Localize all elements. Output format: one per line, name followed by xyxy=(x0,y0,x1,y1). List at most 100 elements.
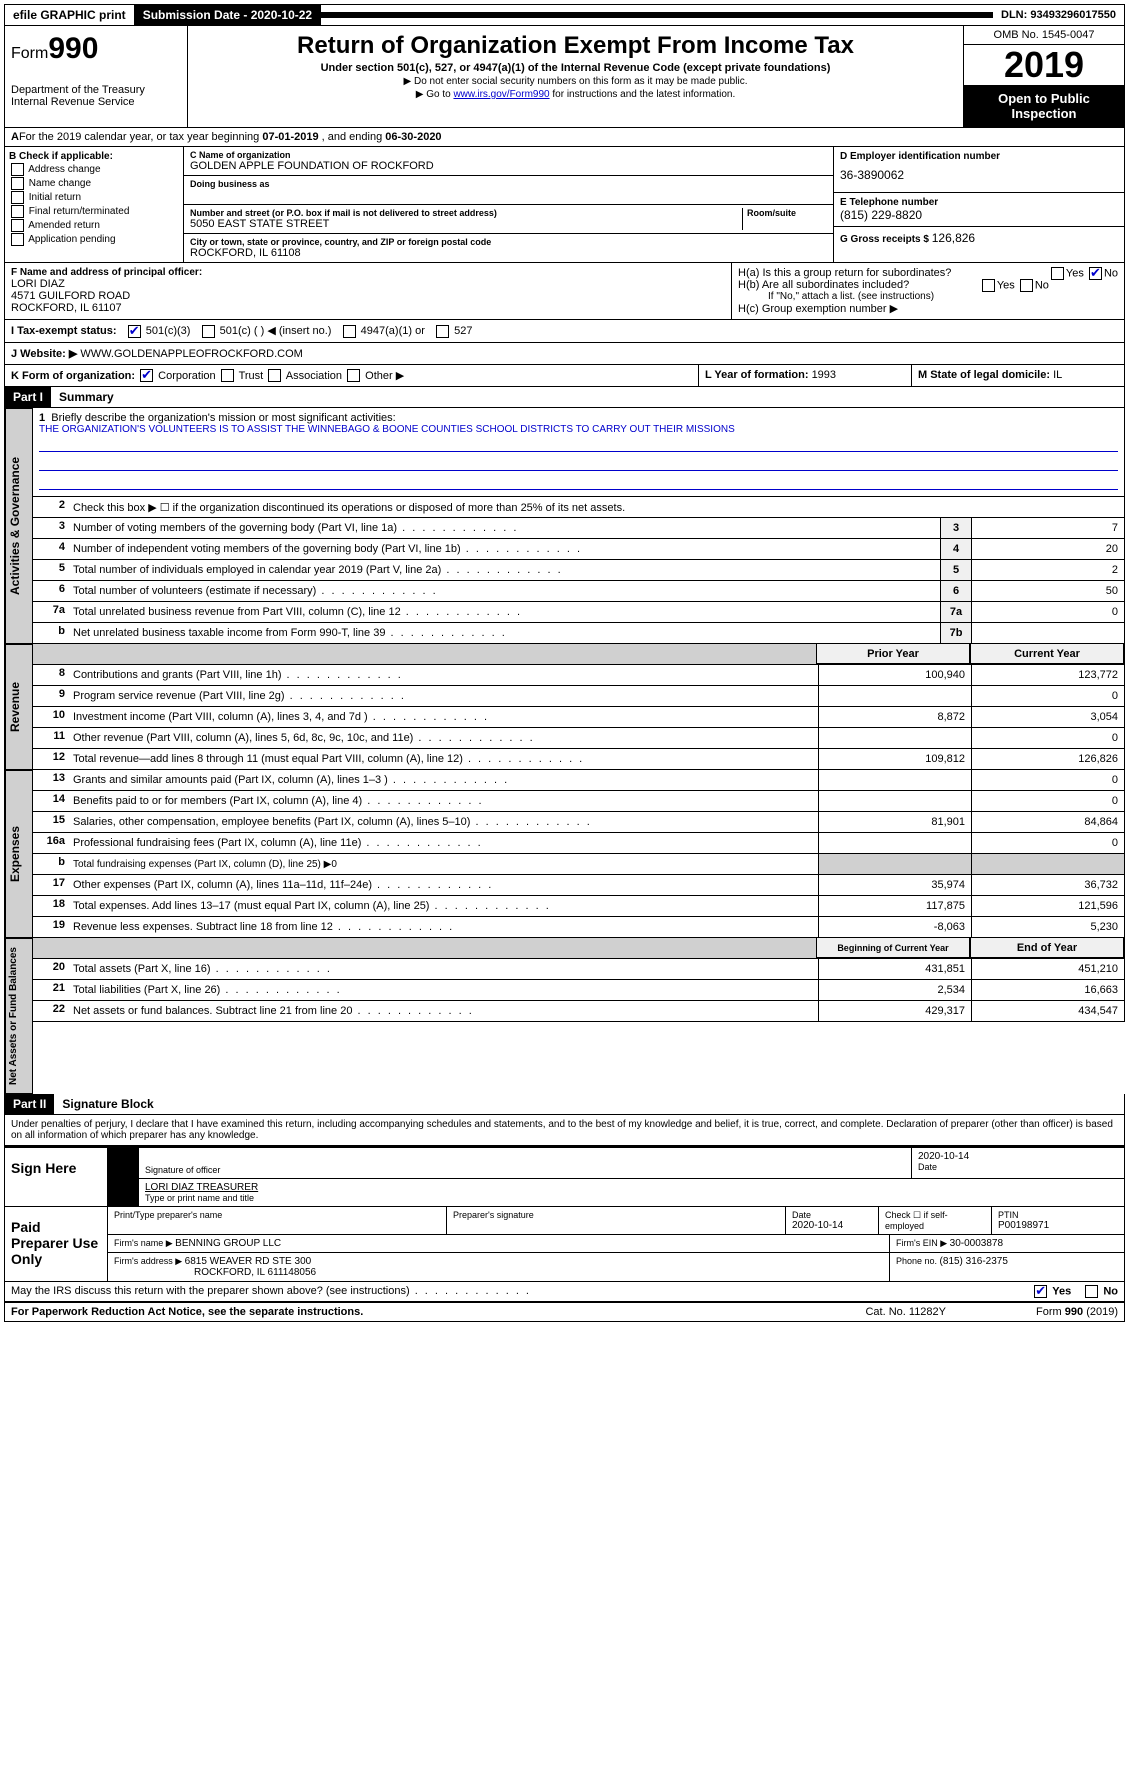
col-b-checkboxes: B Check if applicable: Address change Na… xyxy=(5,147,184,262)
cat-no: Cat. No. 11282Y xyxy=(859,1303,952,1321)
section-bcd: B Check if applicable: Address change Na… xyxy=(4,147,1125,263)
line-3: 3 Number of voting members of the govern… xyxy=(33,518,1125,539)
omb-number: OMB No. 1545-0047 xyxy=(964,26,1124,45)
paid-prep-label: Paid Preparer Use Only xyxy=(5,1207,108,1281)
discuss-no[interactable]: No xyxy=(1077,1282,1124,1301)
dln: DLN: 93493296017550 xyxy=(993,6,1124,24)
page-footer: For Paperwork Reduction Act Notice, see … xyxy=(4,1302,1125,1322)
sign-here-block: Sign Here Signature of officer 2020-10-1… xyxy=(4,1146,1125,1207)
header-left: Form990 Department of the Treasury Inter… xyxy=(5,26,188,127)
h-b: H(b) Are all subordinates included? Yes … xyxy=(738,279,1118,291)
revenue-header-row: Prior Year Current Year xyxy=(33,644,1125,665)
line-18: 18 Total expenses. Add lines 13–17 (must… xyxy=(33,896,1125,917)
discuss-yes[interactable]: Yes xyxy=(1026,1282,1077,1301)
cb-name-change[interactable]: Name change xyxy=(9,177,179,190)
part2-badge: Part II xyxy=(5,1094,54,1114)
officer-name: LORI DIAZ TREASURER Type or print name a… xyxy=(139,1179,1124,1206)
row-j-website: J Website: ▶ WWW.GOLDENAPPLEOFROCKFORD.C… xyxy=(4,343,1125,365)
line-6: 6 Total number of volunteers (estimate i… xyxy=(33,581,1125,602)
col-c-org-info: C Name of organization GOLDEN APPLE FOUN… xyxy=(184,147,834,262)
spacer xyxy=(321,12,993,18)
net-header-row: Beginning of Current Year End of Year xyxy=(33,938,1125,959)
firm-ein: Firm's EIN ▶ 30-0003878 xyxy=(890,1235,1124,1252)
ein-cell: D Employer identification number 36-3890… xyxy=(834,147,1124,193)
form-990-label: Form990 xyxy=(11,32,181,66)
perjury-declaration: Under penalties of perjury, I declare th… xyxy=(4,1115,1125,1146)
section-revenue: Revenue Prior Year Current Year 8 Contri… xyxy=(4,644,1125,770)
form-subtitle: Under section 501(c), 527, or 4947(a)(1)… xyxy=(196,62,955,74)
org-name-cell: C Name of organization GOLDEN APPLE FOUN… xyxy=(184,147,833,176)
cb-amended-return[interactable]: Amended return xyxy=(9,219,179,232)
header-right: OMB No. 1545-0047 2019 Open to Public In… xyxy=(963,26,1124,127)
line-22: 22 Net assets or fund balances. Subtract… xyxy=(33,1001,1125,1022)
cb-527[interactable] xyxy=(436,325,449,338)
top-bar: efile GRAPHIC print Submission Date - 20… xyxy=(4,4,1125,26)
line-7a: 7a Total unrelated business revenue from… xyxy=(33,602,1125,623)
line-11: 11 Other revenue (Part VIII, column (A),… xyxy=(33,728,1125,749)
sign-here-label: Sign Here xyxy=(5,1148,108,1206)
col-b-title: B Check if applicable: xyxy=(9,151,179,162)
cb-assoc[interactable] xyxy=(268,369,281,382)
cb-final-return[interactable]: Final return/terminated xyxy=(9,205,179,218)
col-k: K Form of organization: Corporation Trus… xyxy=(5,365,699,387)
efile-label[interactable]: efile GRAPHIC print xyxy=(5,5,135,25)
prep-sig[interactable]: Preparer's signature xyxy=(447,1207,786,1234)
firm-name: Firm's name ▶ BENNING GROUP LLC xyxy=(108,1235,890,1252)
prep-name[interactable]: Print/Type preparer's name xyxy=(108,1207,447,1234)
tab-net-assets: Net Assets or Fund Balances xyxy=(5,938,33,1094)
section-governance: Activities & Governance 1 Briefly descri… xyxy=(4,408,1125,644)
cb-other[interactable] xyxy=(347,369,360,382)
irs-link[interactable]: www.irs.gov/Form990 xyxy=(453,89,549,100)
street-cell: Number and street (or P.O. box if mail i… xyxy=(184,205,833,234)
officer-sig[interactable]: Signature of officer xyxy=(139,1148,912,1178)
cb-4947[interactable] xyxy=(343,325,356,338)
sign-date: 2020-10-14 Date xyxy=(912,1148,1124,1178)
cb-trust[interactable] xyxy=(221,369,234,382)
cb-address-change[interactable]: Address change xyxy=(9,163,179,176)
section-net-assets: Net Assets or Fund Balances Beginning of… xyxy=(4,938,1125,1094)
line-1-mission: 1 Briefly describe the organization's mi… xyxy=(33,408,1125,497)
firm-phone: Phone no. (815) 316-2375 xyxy=(890,1253,1124,1281)
line-12: 12 Total revenue—add lines 8 through 11 … xyxy=(33,749,1125,770)
col-f-officer: F Name and address of principal officer:… xyxy=(5,263,732,319)
line-10: 10 Investment income (Part VIII, column … xyxy=(33,707,1125,728)
line-19: 19 Revenue less expenses. Subtract line … xyxy=(33,917,1125,938)
cb-initial-return[interactable]: Initial return xyxy=(9,191,179,204)
dba-cell: Doing business as xyxy=(184,176,833,205)
col-prior-year: Prior Year xyxy=(816,644,970,664)
discuss-question: May the IRS discuss this return with the… xyxy=(5,1282,1026,1301)
paid-preparer-block: Paid Preparer Use Only Print/Type prepar… xyxy=(4,1207,1125,1282)
mission-text: THE ORGANIZATION'S VOLUNTEERS IS TO ASSI… xyxy=(39,424,1118,435)
line-14: 14 Benefits paid to or for members (Part… xyxy=(33,791,1125,812)
cb-501c3[interactable] xyxy=(128,325,141,338)
part1-title: Summary xyxy=(51,387,122,407)
cb-501c[interactable] xyxy=(202,325,215,338)
form-title: Return of Organization Exempt From Incom… xyxy=(196,32,955,60)
irs-label: Internal Revenue Service xyxy=(11,96,181,108)
col-begin-year: Beginning of Current Year xyxy=(816,938,970,958)
form-header: Form990 Department of the Treasury Inter… xyxy=(4,26,1125,128)
section-expenses: Expenses 13 Grants and similar amounts p… xyxy=(4,770,1125,938)
cb-application-pending[interactable]: Application pending xyxy=(9,233,179,246)
col-end-year: End of Year xyxy=(970,938,1124,958)
tab-governance: Activities & Governance xyxy=(5,408,33,644)
line-8: 8 Contributions and grants (Part VIII, l… xyxy=(33,665,1125,686)
line-15: 15 Salaries, other compensation, employe… xyxy=(33,812,1125,833)
line-9: 9 Program service revenue (Part VIII, li… xyxy=(33,686,1125,707)
prep-ptin: PTINP00198971 xyxy=(992,1207,1124,1234)
prep-date: Date2020-10-14 xyxy=(786,1207,879,1234)
cb-corp[interactable] xyxy=(140,369,153,382)
goto-note: ▶ Go to www.irs.gov/Form990 for instruct… xyxy=(196,89,955,100)
part2-title: Signature Block xyxy=(54,1094,161,1114)
line-17: 17 Other expenses (Part IX, column (A), … xyxy=(33,875,1125,896)
open-inspection: Open to Public Inspection xyxy=(964,85,1124,127)
prep-self-emp[interactable]: Check ☐ if self-employed xyxy=(879,1207,992,1234)
col-d-ein: D Employer identification number 36-3890… xyxy=(834,147,1124,262)
dept-treasury: Department of the Treasury xyxy=(11,84,181,96)
gross-cell: G Gross receipts $ 126,826 xyxy=(834,227,1124,249)
h-c: H(c) Group exemption number ▶ xyxy=(738,302,1118,315)
phone-cell: E Telephone number (815) 229-8820 xyxy=(834,193,1124,227)
line-20: 20 Total assets (Part X, line 16) 431,85… xyxy=(33,959,1125,980)
tax-year: 2019 xyxy=(964,45,1124,85)
line-4: 4 Number of independent voting members o… xyxy=(33,539,1125,560)
